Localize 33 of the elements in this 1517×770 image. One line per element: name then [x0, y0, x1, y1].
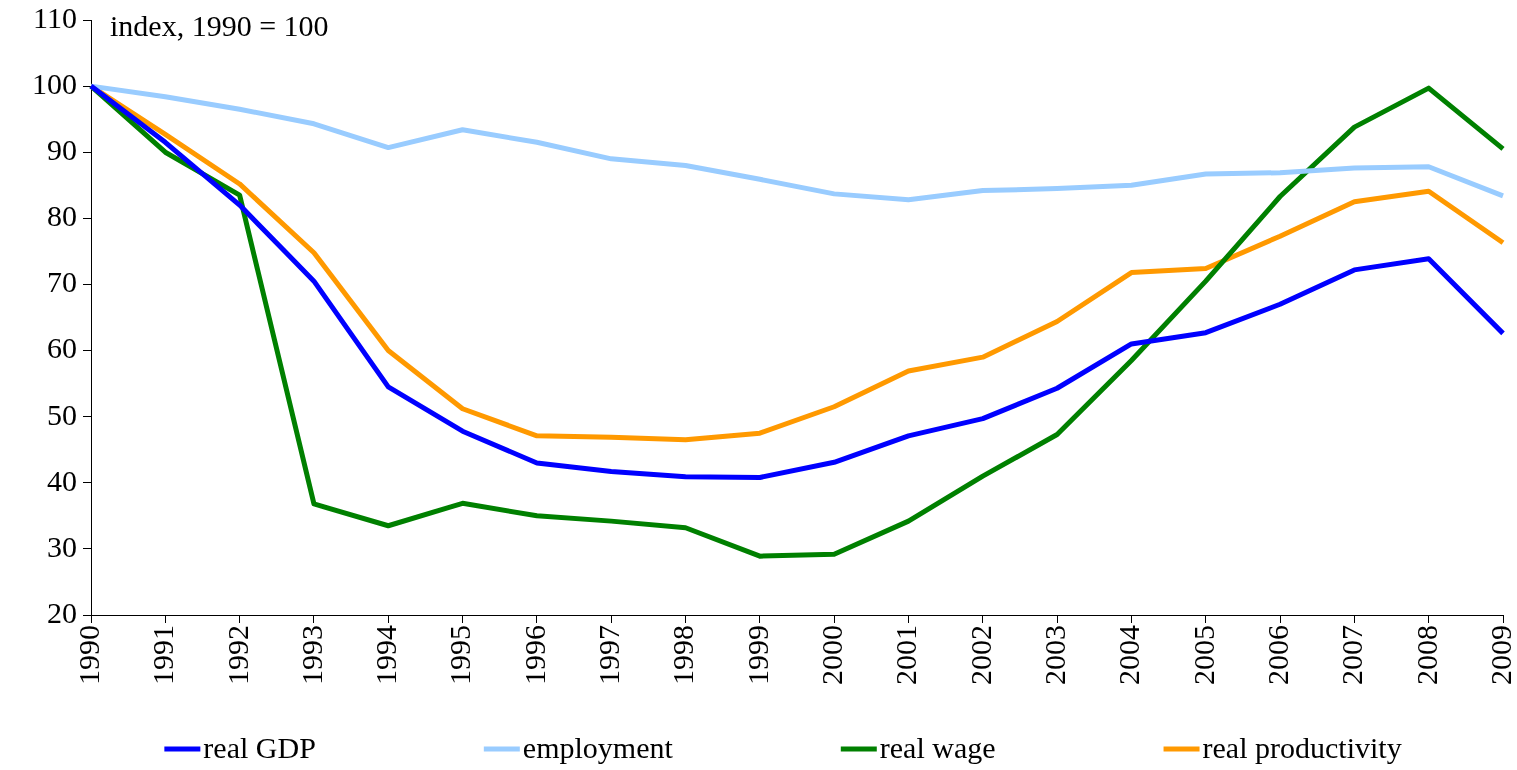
y-tick-label: 50: [47, 397, 77, 431]
x-tick-label: 1993: [294, 625, 328, 685]
legend-label: employment: [522, 730, 674, 764]
legend-label: real GDP: [203, 730, 316, 764]
x-tick-label: 2005: [1186, 625, 1220, 685]
x-tick-label: 1996: [517, 625, 551, 685]
y-tick-label: 80: [47, 199, 77, 233]
y-axis-title: index, 1990 = 100: [110, 9, 329, 42]
x-tick-label: 2006: [1260, 625, 1294, 685]
y-tick-label: 90: [47, 133, 77, 167]
x-tick-label: 1992: [220, 625, 254, 685]
y-tick-label: 40: [47, 463, 77, 497]
legend-label: real productivity: [1202, 730, 1402, 764]
x-tick-label: 2008: [1409, 625, 1443, 685]
y-tick-label: 70: [47, 265, 77, 299]
x-tick-label: 1991: [146, 625, 180, 685]
x-tick-label: 1998: [666, 625, 700, 685]
x-tick-label: 2000: [815, 625, 849, 685]
y-tick-label: 110: [33, 0, 77, 34]
x-tick-label: 2003: [1037, 625, 1071, 685]
x-tick-label: 2007: [1335, 625, 1369, 685]
x-tick-label: 1999: [740, 625, 774, 685]
x-tick-label: 2004: [1112, 625, 1146, 685]
legend-label: real wage: [879, 730, 996, 764]
x-tick-label: 2001: [889, 625, 923, 685]
x-tick-label: 1994: [369, 625, 403, 685]
x-tick-label: 2002: [963, 625, 997, 685]
y-tick-label: 60: [47, 331, 77, 365]
y-tick-label: 30: [47, 529, 77, 563]
y-tick-label: 100: [32, 66, 77, 100]
x-tick-label: 1995: [443, 625, 477, 685]
x-tick-label: 1997: [592, 625, 626, 685]
x-tick-label: 2009: [1483, 625, 1517, 685]
